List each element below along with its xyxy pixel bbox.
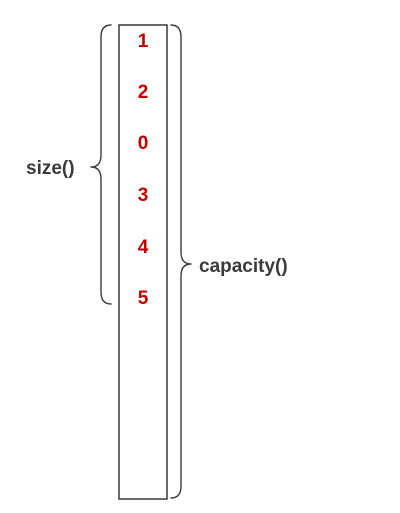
element-value: 0: [138, 133, 149, 154]
size-label: size(): [26, 158, 75, 179]
size-brace: [90, 24, 112, 305]
storage-container: [118, 24, 168, 500]
capacity-brace: [170, 24, 192, 499]
element-value: 1: [138, 31, 149, 52]
element-value: 2: [138, 82, 149, 103]
element-value: 4: [138, 237, 149, 258]
element-value: 3: [138, 185, 149, 206]
capacity-label: capacity(): [199, 256, 288, 277]
element-value: 5: [138, 288, 149, 309]
element-list: 1 2 0 3 4 5: [138, 31, 149, 309]
